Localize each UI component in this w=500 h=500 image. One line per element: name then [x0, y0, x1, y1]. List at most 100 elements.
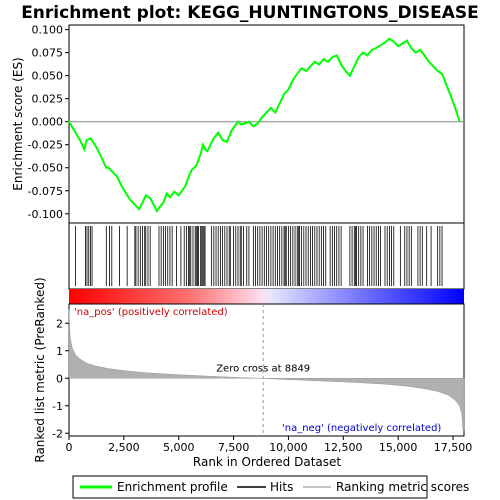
hit-marks	[75, 226, 443, 286]
es-point	[384, 41, 386, 44]
es-panel-frame	[68, 24, 465, 224]
es-point	[379, 44, 382, 47]
es-point	[125, 192, 127, 195]
es-point	[204, 148, 206, 151]
hits-panel	[68, 222, 465, 290]
metric-area	[68, 309, 465, 431]
es-point	[322, 58, 325, 60]
es-point	[233, 125, 236, 128]
metric-y-tick-label: 1	[56, 345, 63, 358]
rank-x-tick-label: 10,000	[269, 441, 308, 454]
zero-cross-label: Zero cross at 8849	[216, 363, 310, 374]
es-point	[226, 141, 228, 143]
es-point	[349, 74, 351, 77]
es-y-tick-label: 0.075	[32, 47, 64, 60]
es-point	[300, 67, 303, 70]
es-point	[397, 45, 399, 47]
es-y-tick-label: 0.100	[32, 24, 64, 37]
es-point	[296, 73, 299, 75]
es-point	[96, 148, 99, 151]
es-point	[432, 65, 435, 68]
es-point	[419, 49, 421, 51]
es-point	[243, 122, 246, 125]
es-point	[362, 51, 364, 54]
es-y-tick-label: 0.025	[32, 93, 64, 106]
es-point	[392, 40, 395, 43]
es-point	[357, 56, 360, 59]
es-point	[309, 65, 312, 68]
es-series-points	[68, 38, 461, 212]
rank-x-tick-label: 17,500	[434, 441, 473, 454]
legend-label-enrichment: Enrichment profile	[117, 480, 228, 494]
es-point	[340, 63, 342, 66]
es-point	[107, 166, 110, 169]
positive-correlation-label: 'na_pos' (positively correlated)	[74, 307, 228, 318]
es-point	[206, 150, 209, 152]
es-point	[152, 203, 155, 206]
es-point	[256, 122, 259, 125]
rank-x-tick-label: 15,000	[379, 441, 418, 454]
metric-y-ticks: -2 -1 0 1 2	[52, 317, 69, 440]
rank-x-tick-label: 7,500	[218, 441, 250, 454]
es-point	[221, 139, 224, 141]
es-point	[423, 54, 426, 57]
es-point	[274, 111, 277, 114]
metric-y-tick-label: -2	[52, 427, 63, 440]
es-point	[283, 93, 285, 95]
es-point	[344, 70, 347, 72]
es-point	[73, 130, 76, 132]
es-point	[458, 120, 461, 123]
es-point	[90, 137, 92, 140]
es-point	[101, 157, 103, 160]
es-point	[202, 143, 204, 146]
es-point	[371, 49, 373, 51]
chart-title: Enrichment plot: KEGG_HUNTINGTONS_DISEAS…	[21, 3, 479, 23]
es-point	[428, 61, 430, 63]
es-point	[388, 38, 391, 40]
es-point	[112, 171, 114, 174]
es-point	[68, 120, 70, 123]
es-point	[187, 176, 190, 178]
es-point	[92, 141, 94, 143]
rank-colorbar-gradient	[69, 289, 464, 304]
es-point	[278, 102, 281, 105]
es-point	[217, 131, 220, 134]
es-point	[83, 148, 86, 151]
es-point	[134, 203, 136, 206]
es-point	[436, 70, 439, 72]
rank-x-tick-label: 5,000	[163, 441, 195, 454]
es-point	[199, 153, 202, 155]
es-point	[318, 63, 320, 66]
es-y-axis-label: Enrichment score (ES)	[11, 57, 25, 190]
es-point	[159, 205, 161, 208]
es-point	[406, 39, 408, 42]
es-point	[270, 107, 272, 109]
es-point	[375, 47, 378, 49]
es-y-tick-label: -0.050	[28, 162, 63, 175]
es-point	[116, 176, 119, 178]
es-point	[162, 201, 165, 204]
es-panel: -0.100 -0.075 -0.050 -0.025 0.000 0.025 0.050 0…	[11, 24, 465, 224]
es-point	[165, 192, 168, 195]
es-y-tick-label: 0.050	[32, 70, 64, 83]
es-point	[181, 189, 183, 192]
es-y-tick-label: -0.075	[28, 185, 63, 198]
metric-y-tick-label: 0	[56, 372, 63, 385]
es-point	[184, 185, 187, 187]
es-point	[265, 111, 268, 114]
es-point	[313, 61, 316, 63]
legend-label-ranking: Ranking metric scores	[336, 480, 469, 494]
rank-x-tick-label: 2,500	[108, 441, 140, 454]
rank-x-ticks: 0 2,500 5,000 7,500 10,000 12,500 15,000 17,500	[66, 436, 473, 454]
rank-x-tick-label: 0	[66, 441, 73, 454]
legend-label-hits: Hits	[270, 480, 293, 494]
es-point	[252, 125, 255, 128]
es-point	[120, 185, 123, 187]
es-point	[105, 166, 108, 169]
es-point	[79, 139, 81, 141]
es-point	[261, 116, 263, 118]
es-point	[327, 61, 329, 63]
es-point	[248, 120, 250, 123]
es-point	[445, 84, 448, 86]
